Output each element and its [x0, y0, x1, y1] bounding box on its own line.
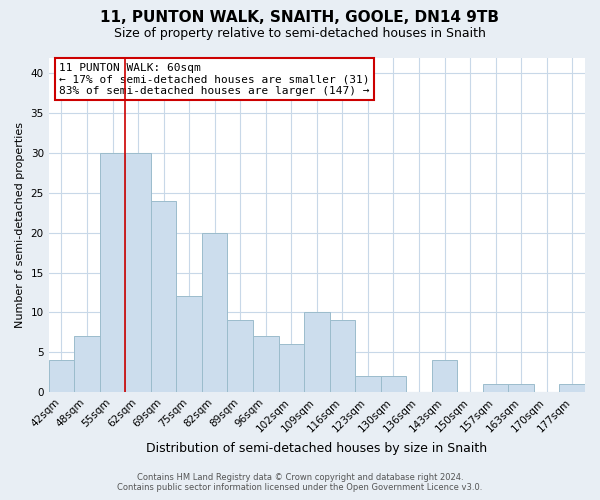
Bar [483, 384, 508, 392]
Bar [125, 153, 151, 392]
X-axis label: Distribution of semi-detached houses by size in Snaith: Distribution of semi-detached houses by … [146, 442, 487, 455]
Bar [355, 376, 380, 392]
Text: 11 PUNTON WALK: 60sqm
← 17% of semi-detached houses are smaller (31)
83% of semi: 11 PUNTON WALK: 60sqm ← 17% of semi-deta… [59, 62, 370, 96]
Y-axis label: Number of semi-detached properties: Number of semi-detached properties [15, 122, 25, 328]
Bar [329, 320, 355, 392]
Bar [74, 336, 100, 392]
Bar [304, 312, 329, 392]
Text: 11, PUNTON WALK, SNAITH, GOOLE, DN14 9TB: 11, PUNTON WALK, SNAITH, GOOLE, DN14 9TB [101, 10, 499, 25]
Bar [202, 232, 227, 392]
Bar [432, 360, 457, 392]
Bar [278, 344, 304, 392]
Bar [151, 201, 176, 392]
Bar [227, 320, 253, 392]
Bar [559, 384, 585, 392]
Text: Contains HM Land Registry data © Crown copyright and database right 2024.
Contai: Contains HM Land Registry data © Crown c… [118, 473, 482, 492]
Bar [100, 153, 125, 392]
Text: Size of property relative to semi-detached houses in Snaith: Size of property relative to semi-detach… [114, 28, 486, 40]
Bar [253, 336, 278, 392]
Bar [380, 376, 406, 392]
Bar [176, 296, 202, 392]
Bar [49, 360, 74, 392]
Bar [508, 384, 534, 392]
